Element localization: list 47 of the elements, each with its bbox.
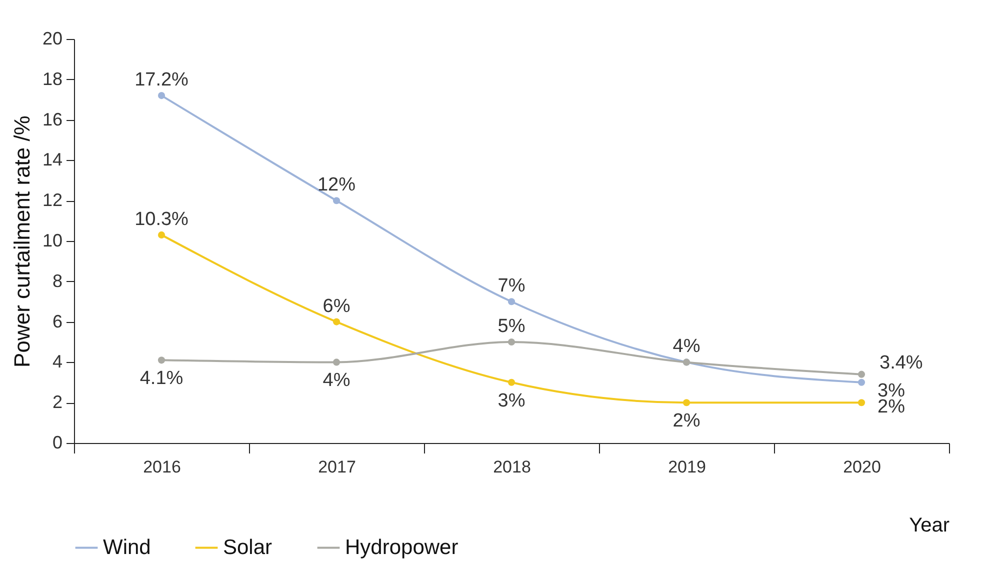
point <box>858 399 866 406</box>
point <box>158 92 166 100</box>
data-label: 4.1% <box>140 368 184 390</box>
data-label: 4% <box>672 336 700 358</box>
legend-label: Wind <box>103 536 151 559</box>
y-tick-label: 14 <box>42 150 62 170</box>
legend-label: Solar <box>223 536 272 559</box>
y-tick-label: 20 <box>42 28 62 48</box>
point <box>332 318 340 326</box>
data-label: 3.4% <box>880 352 923 374</box>
y-tick-label: 4 <box>52 352 62 372</box>
data-label: 6% <box>322 296 350 317</box>
point <box>682 399 690 406</box>
point <box>158 231 166 238</box>
y-tick-label: 2 <box>52 392 62 412</box>
y-axis-title: Power curtailment rate /% <box>9 116 34 368</box>
x-tick-label: 2016 <box>143 458 181 476</box>
data-label: 7% <box>498 276 526 297</box>
point <box>858 378 866 386</box>
point <box>332 197 340 204</box>
y-tick-label: 12 <box>42 190 62 210</box>
data-label: 3% <box>498 390 526 412</box>
x-tick-label: 2017 <box>318 458 356 476</box>
x-tick-label: 2019 <box>668 458 706 476</box>
point <box>332 358 340 366</box>
point <box>508 338 516 346</box>
point <box>858 370 866 378</box>
x-tick-label: 2020 <box>843 458 881 476</box>
data-label: 4% <box>322 370 350 392</box>
data-label: 2% <box>672 410 700 432</box>
point <box>508 378 516 386</box>
y-tick-label: 16 <box>42 109 62 130</box>
data-label: 5% <box>498 316 526 337</box>
x-axis-title: Year <box>909 514 950 536</box>
y-tick-label: 6 <box>52 311 62 332</box>
y-tick-label: 18 <box>42 68 62 89</box>
point <box>508 298 516 306</box>
data-label: 17.2% <box>134 70 189 91</box>
data-label: 2% <box>878 396 906 418</box>
x-tick-label: 2018 <box>493 458 531 476</box>
y-tick-label: 0 <box>52 432 62 452</box>
y-tick-label: 10 <box>42 230 62 250</box>
y-tick-label: 8 <box>52 270 62 291</box>
legend-label: Hydropower <box>345 536 458 559</box>
data-label: 12% <box>317 174 356 196</box>
data-label: 10.3% <box>134 208 189 230</box>
point <box>158 356 166 364</box>
